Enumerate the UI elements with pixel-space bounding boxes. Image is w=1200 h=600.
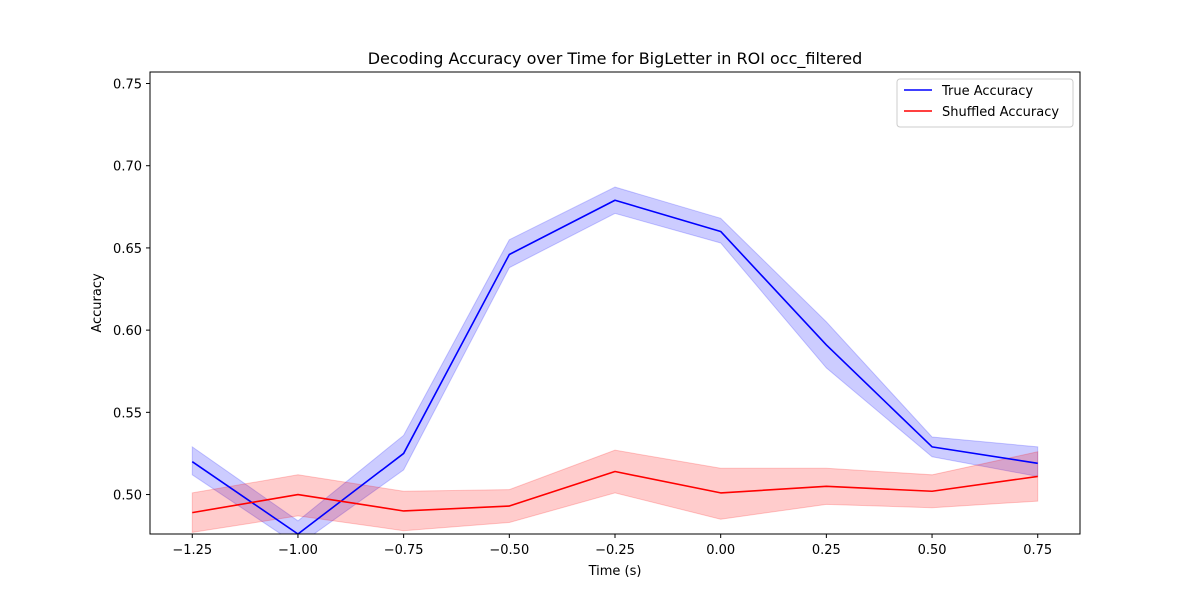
y-tick-label: 0.60 xyxy=(113,324,142,339)
y-axis: 0.50 0.55 0.60 0.65 0.70 0.75 xyxy=(113,78,150,504)
x-tick-label: −0.25 xyxy=(595,543,635,558)
x-tick-label: 0.75 xyxy=(1023,543,1052,558)
legend-box xyxy=(896,78,1074,128)
x-tick-label: 0.25 xyxy=(812,543,841,558)
confidence-bands xyxy=(191,186,1039,534)
band-shuffled-accuracy xyxy=(191,449,1039,533)
x-tick-label: −1.25 xyxy=(172,543,212,558)
legend-label-true-accuracy: True Accuracy xyxy=(941,84,1033,99)
y-axis-label: Accuracy xyxy=(90,273,105,333)
y-tick-label: 0.65 xyxy=(113,242,142,257)
x-tick-label: −0.75 xyxy=(384,543,424,558)
x-tick-label: −0.50 xyxy=(489,543,529,558)
x-axis: −1.25 −1.00 −0.75 −0.50 −0.25 0.00 0.25 0.50 0.7… xyxy=(172,534,1052,558)
x-tick-label: 0.00 xyxy=(706,543,735,558)
legend-label-shuffled-accuracy: Shuffled Accuracy xyxy=(942,105,1059,120)
x-tick-label: 0.50 xyxy=(918,543,947,558)
y-tick-label: 0.55 xyxy=(113,406,142,421)
legend: True Accuracy Shuffled Accuracy xyxy=(896,78,1074,128)
y-tick-label: 0.70 xyxy=(113,160,142,175)
x-axis-label: Time (s) xyxy=(588,564,642,579)
x-tick-label: −1.00 xyxy=(278,543,318,558)
y-tick-label: 0.75 xyxy=(113,78,142,93)
y-tick-label: 0.50 xyxy=(113,489,142,504)
series-lines xyxy=(191,199,1038,534)
chart-title: Decoding Accuracy over Time for BigLette… xyxy=(368,49,863,69)
